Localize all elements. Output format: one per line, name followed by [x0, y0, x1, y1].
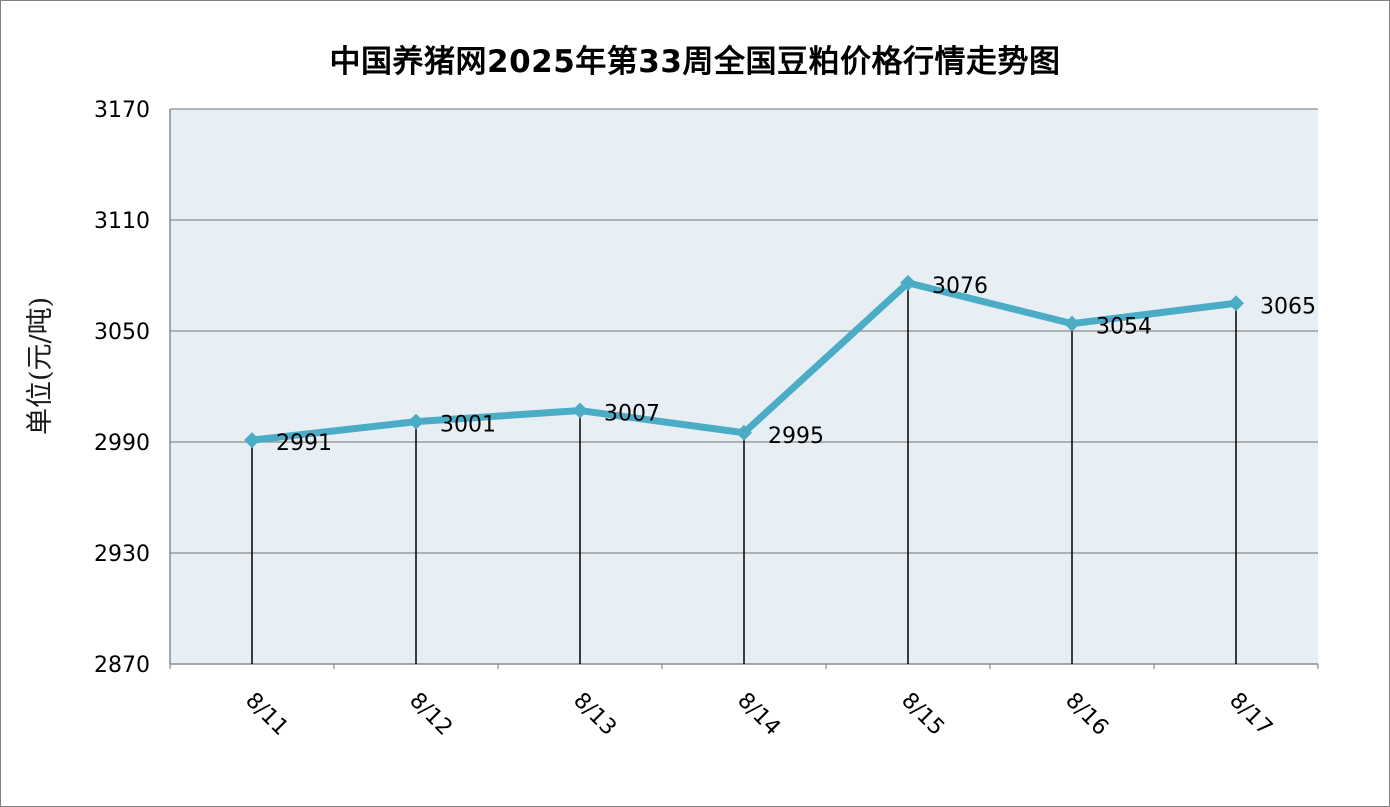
x-tick-label: 8/16	[1060, 688, 1113, 741]
y-tick-label: 2870	[94, 653, 150, 678]
chart-title: 中国养猪网2025年第33周全国豆粕价格行情走势图	[329, 44, 1061, 80]
x-tick-label: 8/15	[896, 688, 949, 741]
x-tick-label: 8/14	[732, 688, 785, 741]
data-label: 2995	[768, 424, 824, 449]
data-point-marker	[900, 274, 916, 291]
x-tick-label: 8/12	[404, 688, 457, 741]
data-point-marker	[244, 432, 260, 449]
data-labels: 2991 3001 3007 2995 3076 3054 3065	[276, 274, 1316, 456]
data-label: 3076	[932, 274, 988, 299]
data-point-marker	[572, 402, 588, 419]
series-line	[244, 274, 1244, 449]
drop-lines	[251, 282, 1237, 664]
data-point-marker	[736, 424, 752, 441]
y-tick-label: 3050	[94, 320, 150, 345]
data-point-marker	[408, 413, 424, 430]
data-label: 2991	[276, 431, 332, 456]
y-tick-label: 3110	[94, 209, 150, 234]
data-label: 3001	[440, 413, 496, 438]
data-point-marker	[1064, 315, 1080, 332]
data-label: 3054	[1096, 315, 1152, 340]
x-tick-label: 8/11	[240, 688, 293, 741]
data-label: 3065	[1260, 294, 1316, 319]
tick-labels: 2870 2930 2990 3050 3110 3170 8/11 8/12 8/13 8/14…	[94, 98, 1277, 741]
data-label: 3007	[604, 402, 660, 427]
data-point-marker	[1228, 295, 1244, 312]
x-tick-label: 8/13	[568, 688, 621, 741]
y-tick-label: 2930	[94, 542, 150, 567]
y-tick-label: 3170	[94, 98, 150, 123]
x-tick-label: 8/17	[1224, 688, 1277, 741]
y-tick-label: 2990	[94, 431, 150, 456]
